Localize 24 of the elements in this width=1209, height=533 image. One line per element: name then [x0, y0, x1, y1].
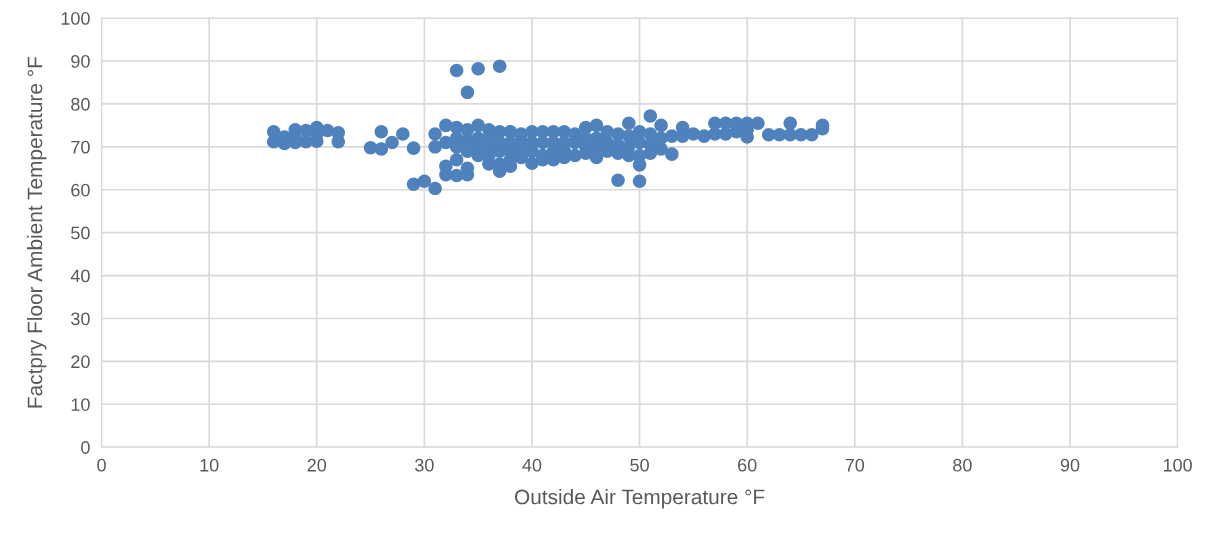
y-tick-label: 40 — [70, 269, 90, 283]
y-tick-label: 60 — [71, 183, 90, 197]
x-axis-title: Outside Air Temperature °F — [515, 489, 765, 509]
x-tick-label: 20 — [307, 458, 327, 472]
x-tick-label: 70 — [845, 458, 865, 472]
y-tick-label: 100 — [61, 12, 90, 25]
x-tick-label: 0 — [97, 458, 106, 472]
y-tick-label: 10 — [71, 398, 90, 411]
x-tick-label: 50 — [630, 458, 649, 472]
x-tick-label: 100 — [1163, 458, 1192, 472]
y-tick-label: 70 — [71, 140, 90, 154]
y-tick-label: 50 — [71, 226, 90, 240]
y-tick-label: 20 — [71, 355, 90, 369]
x-tick-label: 40 — [522, 458, 542, 472]
y-axis-title: Factpry Floor Ambient Temperature °F — [27, 56, 47, 408]
x-tick-label: 80 — [953, 458, 972, 472]
y-tick-label: 0 — [81, 441, 90, 454]
y-tick-label: 80 — [71, 97, 90, 111]
x-tick-label: 10 — [200, 458, 219, 472]
x-tick-label: 30 — [415, 458, 434, 472]
y-tick-label: 30 — [71, 312, 90, 326]
x-tick-label: 90 — [1060, 458, 1080, 472]
y-tick-label: 90 — [71, 54, 90, 68]
x-tick-label: 60 — [738, 458, 757, 472]
